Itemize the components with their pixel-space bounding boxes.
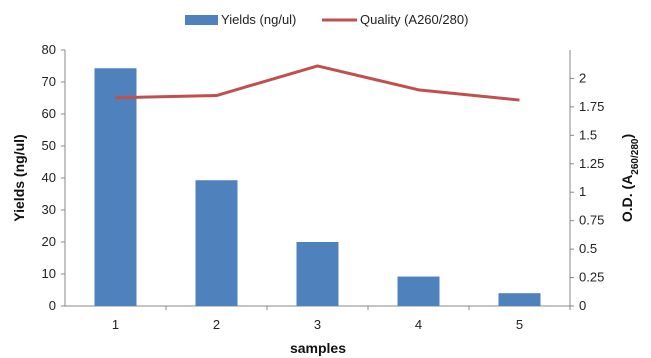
right-tick-label: 1 [579,184,586,199]
right-tick-label: 1.75 [579,99,604,114]
x-tick-label: 4 [415,317,422,332]
right-tick-label: 0.75 [579,213,604,228]
right-axis-ticks: 0 0.25 0.5 0.75 1 1.25 1.5 1.75 2 [570,70,604,313]
x-axis-title: samples [290,340,346,356]
line-quality [115,64,520,102]
bar-series-yields [94,68,541,307]
right-tick-label: 0 [579,298,586,313]
bar-yields-4 [397,276,440,306]
y2-axis-title-main: O.D. (A [619,175,635,222]
right-tick-label: 1.25 [579,156,604,171]
right-tick-label: 0.5 [579,241,597,256]
x-tick-label: 3 [314,317,321,332]
right-tick-label: 2 [579,70,586,85]
left-tick-label: 20 [42,234,56,249]
legend: Yields (ng/ul) Quality (A260/280) [185,12,468,27]
left-tick-label: 10 [42,266,56,281]
left-tick-label: 40 [42,170,56,185]
y2-axis-title-close: ) [619,134,635,139]
left-tick-label: 70 [42,74,56,89]
left-tick-label: 0 [49,298,56,313]
bar-yields-3 [296,242,339,306]
left-tick-label: 60 [42,106,56,121]
right-tick-label: 1.5 [579,127,597,142]
left-tick-label: 50 [42,138,56,153]
left-tick-label: 30 [42,202,56,217]
y2-axis-title-sub: 260/280 [630,138,641,175]
bar-yields-2 [195,180,238,306]
bar-yields-5 [498,293,541,306]
line-series-quality [115,64,520,102]
right-tick-label: 0.25 [579,270,604,285]
x-axis-ticks: 1 2 3 4 5 [112,306,571,332]
x-tick-label: 1 [112,317,119,332]
legend-label-quality: Quality (A260/280) [360,12,468,27]
bar-yields-1 [94,68,137,307]
y2-axis-title: O.D. (A260/280) [619,134,641,222]
legend-label-yields: Yields (ng/ul) [221,12,296,27]
x-tick-label: 2 [213,317,220,332]
left-axis-ticks: 0 10 20 30 40 50 60 70 80 [42,42,65,313]
legend-swatch-yields [185,15,218,25]
y-axis-title: Yields (ng/ul) [11,134,27,221]
x-tick-label: 5 [516,317,523,332]
left-tick-label: 80 [42,42,56,57]
